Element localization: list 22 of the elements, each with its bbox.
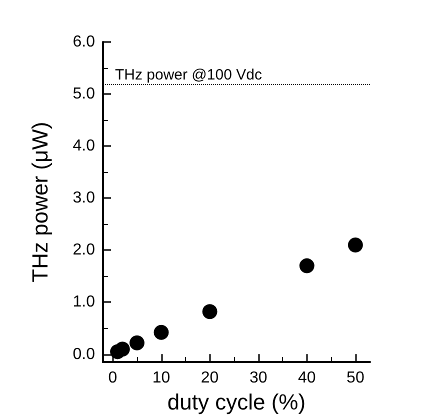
y-axis-title: THz power (μW) bbox=[28, 122, 52, 282]
x-tick-label: 0 bbox=[108, 370, 118, 387]
point bbox=[202, 304, 218, 320]
x-tick-label: 50 bbox=[346, 370, 364, 387]
y-tick-label: 2.0 bbox=[72, 242, 96, 259]
point bbox=[299, 258, 314, 274]
x-tick-label: 30 bbox=[249, 370, 268, 387]
y-tick-label: 0.0 bbox=[72, 346, 96, 363]
point bbox=[129, 335, 144, 350]
y-tick-label: 1.0 bbox=[72, 294, 96, 311]
y-tick-label: 3.0 bbox=[72, 190, 96, 207]
x-axis-title: duty cycle (%) bbox=[167, 390, 306, 414]
point bbox=[154, 324, 169, 340]
point bbox=[348, 237, 363, 252]
y-tick-label: 5.0 bbox=[72, 86, 96, 103]
point bbox=[114, 342, 130, 357]
x-tick-label: 40 bbox=[298, 370, 316, 387]
x-tick-label: 20 bbox=[200, 370, 219, 387]
y-tick-label: 6.0 bbox=[72, 34, 96, 50]
y-tick-label: 4.0 bbox=[72, 138, 96, 155]
x-tick-label: 10 bbox=[152, 370, 170, 387]
ref-line-label: THz power @100 Vdc bbox=[115, 66, 262, 84]
